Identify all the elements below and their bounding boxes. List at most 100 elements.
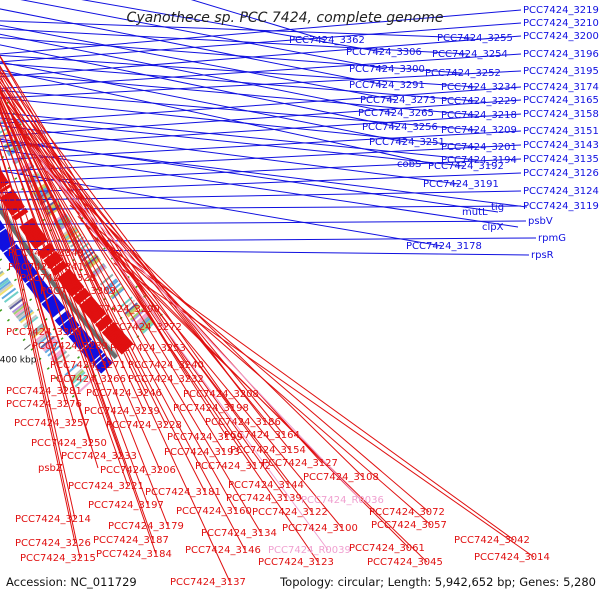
reverse-connector xyxy=(89,231,428,563)
reverse-connector xyxy=(26,139,319,563)
reverse-gene-mark xyxy=(0,171,4,177)
forward-gene-label: psbV xyxy=(528,216,553,227)
reverse-gene-mark xyxy=(32,236,48,248)
forward-gene-mark xyxy=(0,237,14,249)
reverse-cog-mark xyxy=(110,285,124,298)
reverse-gene-label: PCC7424_3181 xyxy=(145,487,221,498)
forward-connector xyxy=(0,112,478,161)
reverse-gene-mark xyxy=(19,217,35,230)
reverse-gene-label: PCC7424_3184 xyxy=(96,549,172,560)
forward-connector xyxy=(0,70,522,99)
forward-gene-label: PCC7424_3210 xyxy=(523,18,599,29)
forward-cog-mark xyxy=(30,324,46,337)
reverse-gene-label: PCC7424_3281 xyxy=(6,386,82,397)
reverse-gene-mark xyxy=(8,202,24,215)
reverse-connector xyxy=(0,183,81,559)
forward-gene-mark xyxy=(0,223,4,229)
forward-gene-label: PCC7424_3124 xyxy=(523,186,599,197)
reverse-connector xyxy=(28,142,313,513)
reverse-gene-label: PCC7424_3100 xyxy=(282,523,358,534)
forward-gene-label: PCC7424_3126 xyxy=(523,168,599,179)
forward-gene-label: PCC7424_3165 xyxy=(523,95,599,106)
forward-cog-mark xyxy=(0,282,13,294)
forward-gene-mark xyxy=(19,265,35,278)
forward-connector xyxy=(0,62,478,102)
forward-gene-mark xyxy=(0,225,6,232)
forward-gene-label: PCC7424_3229 xyxy=(441,96,517,107)
forward-gene-mark xyxy=(71,329,86,343)
forward-connector xyxy=(0,69,434,165)
forward-connector xyxy=(20,0,386,70)
reverse-connector xyxy=(0,98,169,527)
forward-gene-mark xyxy=(76,335,91,349)
forward-connector xyxy=(0,28,469,55)
reverse-gene-mark xyxy=(112,334,127,347)
forward-cog-mark xyxy=(68,368,83,382)
reverse-gene-label: PCC7424_3187 xyxy=(93,535,169,546)
forward-connector xyxy=(0,9,522,55)
forward-gene-mark xyxy=(18,264,34,277)
reverse-gene-label: PCC7424_3042 xyxy=(454,535,530,546)
reverse-gene-label: PCC7424_3271 xyxy=(50,360,126,371)
forward-gene-mark xyxy=(41,294,56,307)
tick-label: 3400 kbp xyxy=(0,356,37,366)
reverse-connector xyxy=(0,90,285,436)
reverse-connector xyxy=(0,178,76,520)
reverse-gene-label: PCC7424_3240 xyxy=(128,360,204,371)
forward-gene-mark xyxy=(99,360,113,374)
rna-gene-label: PCC7424_R0036 xyxy=(301,495,384,506)
forward-cog-mark xyxy=(0,280,12,291)
forward-connector xyxy=(0,170,443,247)
dotted-guide-ring-3 xyxy=(0,307,75,398)
forward-cog-mark xyxy=(3,290,19,303)
reverse-gene-label: PCC7424_3272 xyxy=(106,322,182,333)
forward-cog-mark xyxy=(34,329,50,342)
reverse-gene-label: PCC7424_3257 xyxy=(14,418,90,429)
reverse-gene-label: PCC7424_3206 xyxy=(100,465,176,476)
forward-gene-mark xyxy=(54,310,70,323)
forward-cog-mark xyxy=(71,371,86,385)
reverse-gene-label: PCC7424_3341 xyxy=(8,262,84,273)
forward-cog-mark xyxy=(0,277,9,286)
forward-gene-label: rpmG xyxy=(538,233,566,244)
forward-connector xyxy=(0,220,527,225)
forward-gene-label: PCC7424_3252 xyxy=(425,68,501,79)
reverse-cog-mark xyxy=(127,305,141,318)
reverse-gene-label: PCC7424_3045 xyxy=(367,557,443,568)
forward-gene-mark xyxy=(0,232,10,242)
forward-cog-mark xyxy=(0,272,5,278)
reverse-gene-label: PCC7424_3232 xyxy=(128,374,204,385)
reverse-cog-mark xyxy=(135,314,149,327)
reverse-gene-label: PCC7424_3014 xyxy=(474,552,550,563)
reverse-cog-mark xyxy=(138,317,152,330)
forward-gene-label: clpX xyxy=(482,222,504,233)
genome-backbone-shadow xyxy=(0,202,119,356)
reverse-connector xyxy=(0,95,69,268)
reverse-connector xyxy=(0,121,122,457)
forward-connector xyxy=(0,158,522,184)
reverse-gene-mark xyxy=(111,332,126,346)
reverse-gene-mark xyxy=(88,306,103,320)
reverse-connector xyxy=(0,70,244,395)
forward-gene-label: cobS xyxy=(397,159,421,170)
reverse-gene-label: PCC7424_3146 xyxy=(185,545,261,556)
forward-gene-label: PCC7424_3255 xyxy=(437,33,513,44)
forward-gene-label: PCC7424_3251 xyxy=(369,137,445,148)
reverse-connector xyxy=(0,95,145,412)
reverse-connector xyxy=(38,158,364,478)
reverse-gene-mark xyxy=(58,270,73,283)
kbp-ticks: 3850 kbp3800 kbp3750 kbp3700 kbp3650 kbp… xyxy=(0,344,37,366)
forward-gene-label: PCC7424_3191 xyxy=(423,179,499,190)
reverse-gene-label: PCC7424_3193 xyxy=(164,447,240,458)
forward-gene-mark xyxy=(48,302,63,315)
forward-gene-label: PCC7424_3291 xyxy=(349,80,425,91)
forward-cog-mark xyxy=(64,363,79,377)
reverse-cog-mark xyxy=(32,184,48,196)
reverse-gene-label: PCC7424_3309 xyxy=(40,286,116,297)
forward-gene-mark xyxy=(62,319,78,333)
reverse-gene-label: PCC7424_3246 xyxy=(86,388,162,399)
reverse-cog-mark xyxy=(93,266,108,278)
forward-gene-label: PCC7424_3218 xyxy=(441,110,517,121)
forward-connector xyxy=(0,172,522,194)
reverse-gene-label: PCC7424_3215 xyxy=(20,553,96,564)
